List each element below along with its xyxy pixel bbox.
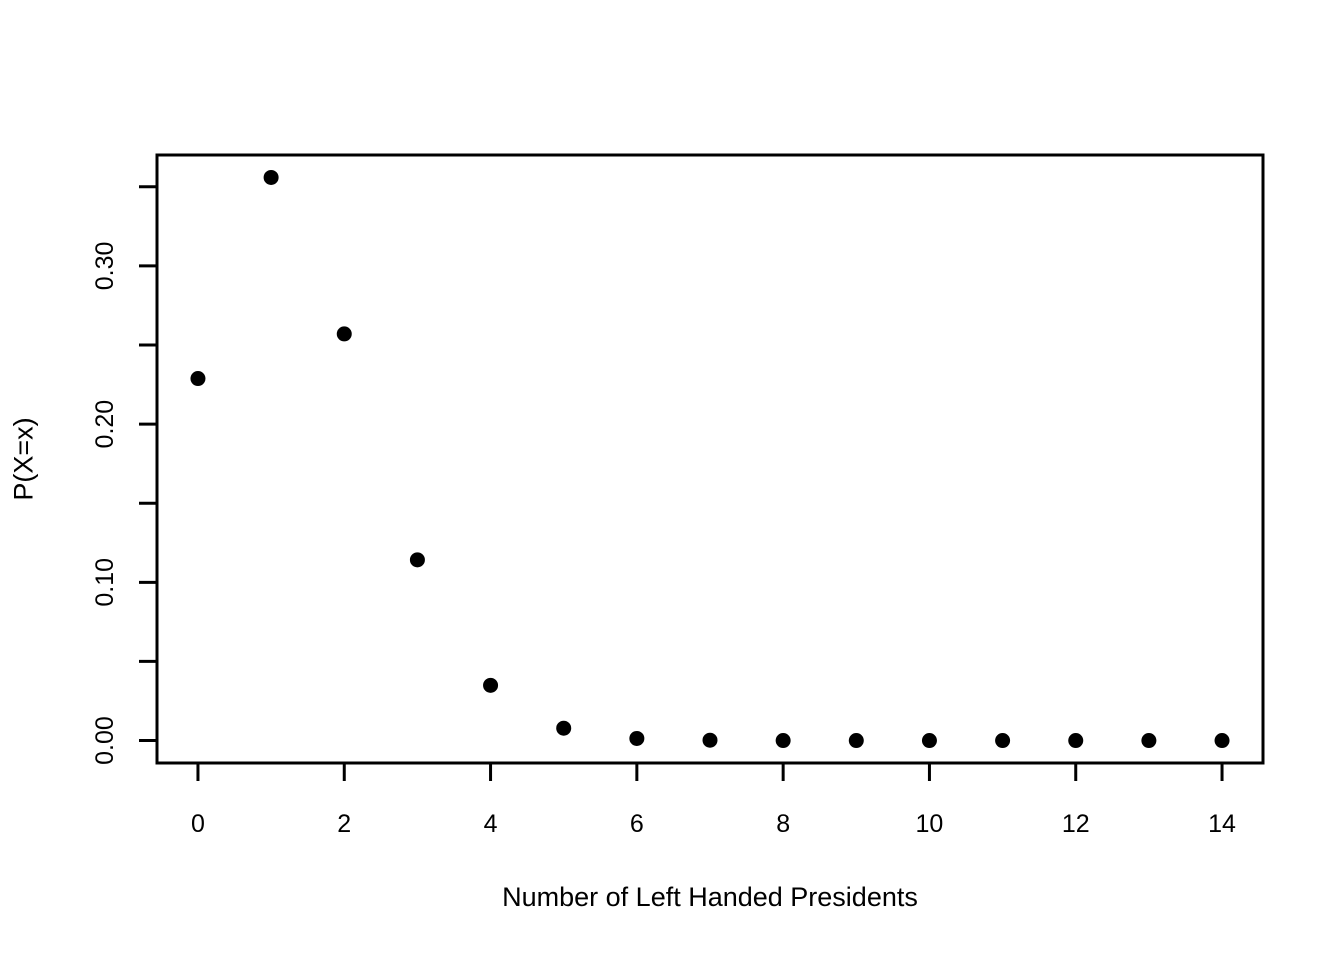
y-tick-label: 0.20: [91, 400, 119, 449]
data-point: [336, 326, 352, 342]
y-tick-label: 0.30: [91, 242, 119, 291]
y-tick-label: 0.10: [91, 558, 119, 607]
data-point: [995, 733, 1011, 749]
x-tick-label: 0: [191, 810, 205, 838]
x-tick-label: 14: [1208, 810, 1236, 838]
data-point: [556, 720, 572, 736]
data-point: [921, 733, 937, 749]
x-tick-label: 2: [337, 810, 351, 838]
data-point: [1214, 733, 1230, 749]
data-point: [775, 733, 791, 749]
data-point: [629, 730, 645, 746]
data-point: [190, 371, 206, 387]
y-tick-label: 0.00: [91, 716, 119, 765]
data-point: [1068, 733, 1084, 749]
y-axis-title: P(X=x): [8, 417, 39, 501]
x-tick-label: 6: [630, 810, 644, 838]
data-point: [409, 552, 425, 568]
plot-box: [155, 153, 1265, 765]
data-point: [263, 169, 279, 185]
data-point: [848, 733, 864, 749]
data-point: [702, 732, 718, 748]
x-tick-label: 12: [1062, 810, 1090, 838]
x-tick-label: 10: [916, 810, 944, 838]
data-point: [483, 677, 499, 693]
x-axis-title: Number of Left Handed Presidents: [502, 882, 918, 912]
data-point: [1141, 733, 1157, 749]
x-tick-label: 4: [484, 810, 498, 838]
x-tick-label: 8: [776, 810, 790, 838]
